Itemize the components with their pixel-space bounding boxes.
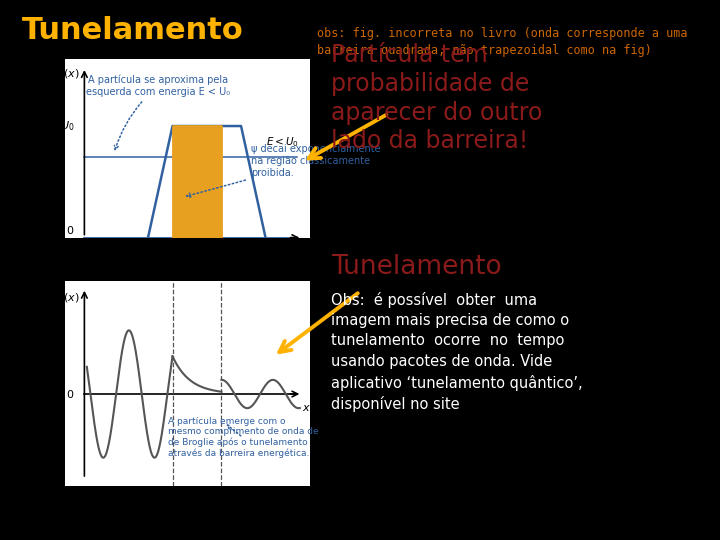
Text: $0$: $0$ <box>66 224 75 236</box>
Text: $E < U_0$: $E < U_0$ <box>266 136 299 149</box>
Polygon shape <box>173 126 222 238</box>
Text: A partícula emerge com o
mesmo comprimento de onda de
de Broglie após o tunelame: A partícula emerge com o mesmo comprimen… <box>168 417 318 458</box>
Text: A partícula se aproxima pela
esquerda com energia E < U₀: A partícula se aproxima pela esquerda co… <box>86 75 230 150</box>
Text: Obs:  é possível  obter  uma
imagem mais precisa de como o
tunelamento  ocorre  : Obs: é possível obter uma imagem mais pr… <box>331 292 582 413</box>
Text: $x$: $x$ <box>302 402 311 413</box>
Text: $\psi(x)$: $\psi(x)$ <box>55 292 79 306</box>
Text: $x$: $x$ <box>302 250 311 260</box>
Text: $0$: $0$ <box>66 388 75 400</box>
Text: obs: fig. incorreta no livro (onda corresponde a uma
barreira quadrada, não trap: obs: fig. incorreta no livro (onda corre… <box>317 27 688 57</box>
Text: $U_0$: $U_0$ <box>60 119 75 133</box>
Text: Tunelamento: Tunelamento <box>22 16 243 45</box>
Text: $U(x)$: $U(x)$ <box>55 67 79 80</box>
Text: Partícula tem
probabilidade de
aparecer do outro
lado da barreira!: Partícula tem probabilidade de aparecer … <box>331 43 543 153</box>
Text: Tunelamento: Tunelamento <box>331 254 502 280</box>
Text: ψ decai exponencialmente
na região classicamente
proibida.: ψ decai exponencialmente na região class… <box>186 144 380 197</box>
